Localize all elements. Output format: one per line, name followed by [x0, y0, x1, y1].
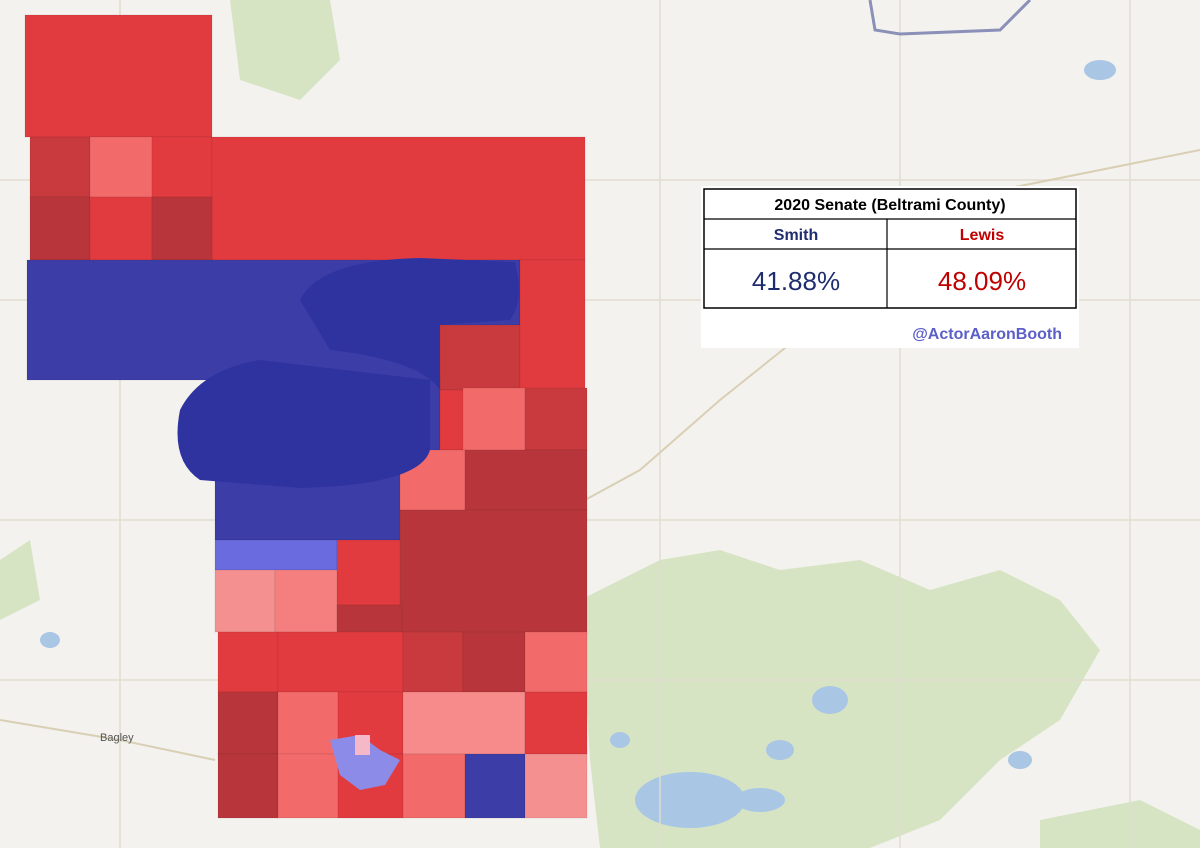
candidate-result: 48.09%: [938, 266, 1026, 296]
precinct: [211, 136, 586, 261]
precinct: [29, 196, 91, 261]
candidate-name: Smith: [774, 227, 818, 244]
precinct: [524, 387, 588, 451]
precinct: [24, 14, 213, 138]
precinct: [274, 569, 338, 633]
precinct: [151, 196, 213, 261]
precinct: [402, 631, 464, 693]
precinct: [464, 449, 588, 511]
precinct: [524, 691, 588, 755]
precinct: [151, 136, 213, 198]
lakes: [40, 60, 1116, 828]
precinct: [464, 753, 526, 819]
precinct: [402, 753, 466, 819]
precinct: [336, 604, 403, 636]
precinct: [355, 735, 370, 755]
table-background: [701, 186, 1079, 348]
precinct: [524, 631, 588, 693]
precinct: [89, 196, 153, 261]
precinct: [277, 753, 339, 819]
precinct: [29, 136, 91, 198]
precinct: [462, 387, 526, 451]
precinct: [214, 569, 276, 633]
place-label: Bagley: [100, 732, 134, 744]
precinct: [439, 389, 466, 451]
precinct: [524, 753, 588, 819]
precinct: [277, 631, 404, 693]
precinct: [402, 691, 526, 755]
precinct: [519, 259, 586, 391]
precinct: [330, 735, 400, 790]
precincts: [24, 14, 588, 819]
precinct: [336, 539, 403, 606]
precinct: [177, 360, 430, 488]
precinct: [439, 324, 521, 391]
precinct: [300, 258, 519, 390]
results-table: 2020 Senate (Beltrami County) Smith Lewi…: [701, 186, 1079, 348]
precinct: [217, 631, 279, 693]
table-title: 2020 Senate (Beltrami County): [774, 197, 1005, 214]
candidate-name: Lewis: [960, 227, 1005, 244]
precinct: [214, 539, 338, 571]
precinct: [462, 631, 526, 693]
precinct: [217, 753, 279, 819]
precinct: [399, 509, 588, 636]
precinct: [217, 691, 279, 755]
precinct: [277, 691, 339, 755]
precinct: [89, 136, 153, 198]
credit: @ActorAaronBooth: [912, 326, 1062, 343]
candidate-result: 41.88%: [752, 266, 840, 296]
